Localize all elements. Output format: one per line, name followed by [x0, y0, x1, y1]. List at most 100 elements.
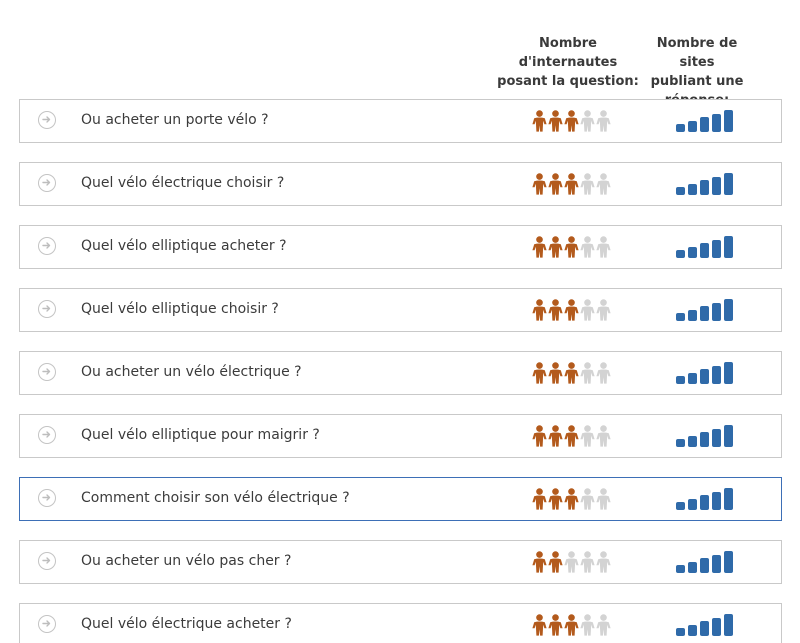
signal-bar — [688, 184, 697, 195]
person-icon — [532, 425, 547, 447]
signal-bar — [688, 436, 697, 447]
sites-rating — [676, 110, 750, 132]
signal-bar — [676, 376, 685, 384]
question-row[interactable]: Comment choisir son vélo électrique ? — [19, 477, 782, 521]
signal-bar — [688, 625, 697, 636]
person-icon — [548, 488, 563, 510]
arrow-right-circle-icon[interactable] — [38, 363, 56, 381]
person-icon — [548, 551, 563, 573]
person-icon — [532, 551, 547, 573]
signal-bar — [676, 124, 685, 132]
person-icon — [564, 299, 579, 321]
arrow-right-circle-icon[interactable] — [38, 111, 56, 129]
signal-bar — [676, 502, 685, 510]
signal-bar — [688, 562, 697, 573]
person-icon — [564, 551, 579, 573]
sites-rating — [676, 614, 750, 636]
person-icon — [532, 362, 547, 384]
arrow-right-circle-icon[interactable] — [38, 237, 56, 255]
users-rating — [532, 425, 611, 447]
arrow-right-circle-icon[interactable] — [38, 426, 56, 444]
arrow-right-circle-icon[interactable] — [38, 552, 56, 570]
signal-bar — [676, 439, 685, 447]
arrow-right-circle-icon[interactable] — [38, 489, 56, 507]
users-rating — [532, 110, 611, 132]
signal-bar — [724, 173, 733, 195]
person-icon — [580, 299, 595, 321]
person-icon — [580, 488, 595, 510]
signal-bar — [700, 495, 709, 510]
signal-bar — [712, 429, 721, 447]
person-icon — [596, 425, 611, 447]
signal-bar — [724, 614, 733, 636]
question-row[interactable]: Quel vélo elliptique pour maigrir ? — [19, 414, 782, 458]
question-text[interactable]: Quel vélo électrique choisir ? — [81, 175, 285, 191]
signal-bar — [676, 250, 685, 258]
person-icon — [564, 362, 579, 384]
person-icon — [548, 425, 563, 447]
question-row[interactable]: Quel vélo électrique choisir ? — [19, 162, 782, 206]
question-row[interactable]: Quel vélo électrique acheter ? — [19, 603, 782, 643]
signal-bar — [724, 110, 733, 132]
signal-bar — [700, 558, 709, 573]
sites-rating — [676, 362, 750, 384]
question-row[interactable]: Ou acheter un porte vélo ? — [19, 99, 782, 143]
person-icon — [580, 236, 595, 258]
users-rating — [532, 614, 611, 636]
signal-bar — [724, 488, 733, 510]
signal-bar — [712, 240, 721, 258]
signal-bar — [676, 565, 685, 573]
person-icon — [596, 173, 611, 195]
person-icon — [580, 425, 595, 447]
question-text[interactable]: Ou acheter un vélo électrique ? — [81, 364, 302, 380]
question-row[interactable]: Ou acheter un vélo électrique ? — [19, 351, 782, 395]
arrow-right-circle-icon[interactable] — [38, 300, 56, 318]
signal-bar — [700, 621, 709, 636]
person-icon — [564, 425, 579, 447]
signal-bar — [700, 117, 709, 132]
users-column-header: Nombre d'internautes posant la question: — [497, 36, 639, 89]
signal-bar — [700, 243, 709, 258]
signal-bar — [724, 299, 733, 321]
person-icon — [532, 173, 547, 195]
question-row[interactable]: Ou acheter un vélo pas cher ? — [19, 540, 782, 584]
person-icon — [596, 362, 611, 384]
sites-rating — [676, 551, 750, 573]
person-icon — [596, 110, 611, 132]
signal-bar — [688, 310, 697, 321]
questions-list: Ou acheter un porte vélo ? Quel vélo élec… — [19, 99, 782, 643]
signal-bar — [712, 618, 721, 636]
signal-bar — [676, 628, 685, 636]
question-text[interactable]: Quel vélo elliptique choisir ? — [81, 301, 279, 317]
person-icon — [580, 614, 595, 636]
signal-bar — [688, 499, 697, 510]
person-icon — [580, 110, 595, 132]
person-icon — [596, 236, 611, 258]
signal-bar — [724, 236, 733, 258]
person-icon — [548, 299, 563, 321]
question-text[interactable]: Quel vélo elliptique acheter ? — [81, 238, 287, 254]
question-row[interactable]: Quel vélo elliptique choisir ? — [19, 288, 782, 332]
arrow-right-circle-icon[interactable] — [38, 174, 56, 192]
person-icon — [532, 299, 547, 321]
signal-bar — [712, 177, 721, 195]
signal-bar — [700, 369, 709, 384]
question-text[interactable]: Quel vélo elliptique pour maigrir ? — [81, 427, 320, 443]
sites-rating — [676, 236, 750, 258]
question-text[interactable]: Ou acheter un vélo pas cher ? — [81, 553, 292, 569]
signal-bar — [700, 180, 709, 195]
person-icon — [548, 173, 563, 195]
question-text[interactable]: Ou acheter un porte vélo ? — [81, 112, 269, 128]
person-icon — [596, 551, 611, 573]
question-text[interactable]: Quel vélo électrique acheter ? — [81, 616, 292, 632]
signal-bar — [712, 303, 721, 321]
signal-bar — [700, 306, 709, 321]
person-icon — [596, 488, 611, 510]
arrow-right-circle-icon[interactable] — [38, 615, 56, 633]
person-icon — [580, 551, 595, 573]
question-text[interactable]: Comment choisir son vélo électrique ? — [81, 490, 350, 506]
question-row[interactable]: Quel vélo elliptique acheter ? — [19, 225, 782, 269]
person-icon — [564, 614, 579, 636]
person-icon — [564, 488, 579, 510]
